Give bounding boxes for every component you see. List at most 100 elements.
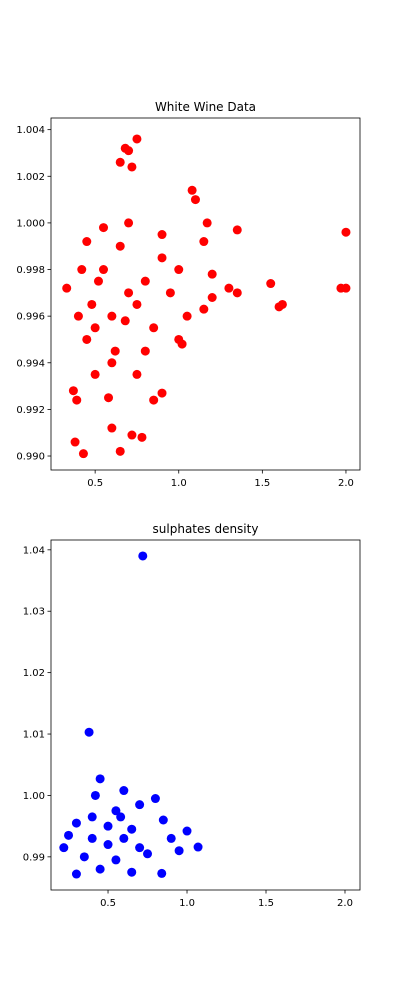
point [107,358,117,368]
point [341,283,351,293]
y-tick-label: 0.994 [16,358,45,369]
point [174,846,184,856]
y-tick-label: 0.996 [16,312,45,323]
point [115,157,125,167]
point [78,449,88,459]
axes-frame [50,539,361,891]
point [95,774,105,784]
y-tick-label: 1.002 [16,172,45,183]
point [99,265,109,275]
point [165,288,175,298]
point [341,227,351,237]
point [166,833,176,843]
point [90,790,100,800]
point [127,867,137,877]
x-tick-label: 1.0 [171,478,187,489]
x-tick-label: 1.5 [258,898,274,909]
point [132,369,142,379]
point [277,299,287,309]
y-tick-label: 1.01 [23,730,45,741]
chart-title: sulphates density [153,522,259,536]
y-tick-label: 1.000 [16,218,45,229]
point [158,815,168,825]
y-tick-label: 1.04 [23,545,45,556]
point [82,237,92,247]
point [103,821,113,831]
point [224,283,234,293]
point [150,794,160,804]
point [157,388,167,398]
point [120,316,130,326]
y-tick-label: 1.00 [23,791,45,802]
point [115,446,125,456]
point [68,386,78,396]
point [84,727,94,737]
point [143,849,153,859]
point [127,430,137,440]
chart-title: White Wine Data [155,100,256,114]
point [132,134,142,144]
y-tick-label: 0.99 [23,852,45,863]
point [182,311,192,321]
point [64,830,74,840]
point [104,393,114,403]
y-tick-label: 1.004 [16,125,45,136]
point [90,323,100,333]
point [199,304,209,314]
point [90,369,100,379]
point [124,218,134,228]
point [193,842,203,852]
point [111,855,121,865]
point [138,551,148,561]
point [135,800,145,810]
point [140,276,150,286]
point [59,843,69,853]
point [71,869,81,879]
point [127,824,137,834]
x-tick-label: 1.5 [254,478,270,489]
point [232,225,242,235]
y-tick-label: 0.998 [16,265,45,276]
point [202,218,212,228]
point [266,279,276,289]
point [119,833,129,843]
point [116,812,126,822]
point [174,265,184,275]
y-tick-label: 0.990 [16,452,45,463]
x-tick-label: 1.0 [179,898,195,909]
point [140,346,150,356]
point [62,283,72,293]
point [77,265,87,275]
point [199,237,209,247]
point [115,241,125,251]
point [137,432,147,442]
point [190,195,200,205]
x-tick-label: 2.0 [338,478,354,489]
point [174,334,184,344]
y-tick-label: 0.992 [16,405,45,416]
point [82,334,92,344]
point [111,806,121,816]
point [87,833,97,843]
point [120,143,130,153]
y-tick-label: 1.02 [23,668,45,679]
x-tick-label: 0.5 [100,898,116,909]
point [73,311,83,321]
x-tick-label: 2.0 [337,898,353,909]
y-tick-label: 1.03 [23,607,45,618]
axes-frame [50,117,361,471]
point [72,395,82,405]
point [87,299,97,309]
point [157,253,167,263]
point [107,311,117,321]
point [135,843,145,853]
x-tick-label: 0.5 [87,478,103,489]
point [119,786,129,796]
point [207,292,217,302]
point [124,288,134,298]
point [95,864,105,874]
point [149,395,159,405]
point [87,812,97,822]
